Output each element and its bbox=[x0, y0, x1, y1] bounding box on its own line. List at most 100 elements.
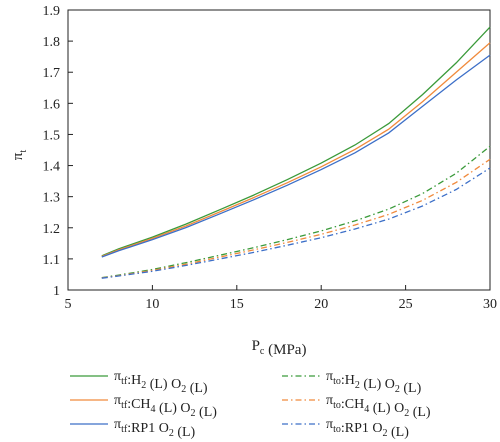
data-point-tf_rp1 bbox=[354, 152, 355, 153]
data-point-to_rp1 bbox=[489, 167, 490, 168]
legend-label-subscript: tf bbox=[121, 400, 128, 411]
data-point-to_rp1 bbox=[287, 245, 288, 246]
data-point-to_h2 bbox=[186, 262, 187, 263]
legend-label-subscript: tf bbox=[121, 376, 128, 387]
data-point-to_rp1 bbox=[321, 237, 322, 238]
legend-label: πto:H2 (L) O2 (L) bbox=[326, 369, 422, 396]
data-point-to_rp1 bbox=[422, 205, 423, 206]
data-point-to_ch4 bbox=[253, 249, 254, 250]
data-point-tf_ch4 bbox=[253, 197, 254, 198]
data-point-to_h2 bbox=[456, 173, 457, 174]
y-tick-label: 1 bbox=[53, 284, 60, 299]
data-point-tf_h2 bbox=[287, 179, 288, 180]
legend-label-text: :RP1 O bbox=[127, 421, 169, 436]
data-point-tf_ch4 bbox=[422, 101, 423, 102]
legend-label-text: :CH bbox=[341, 397, 364, 412]
data-point-tf_ch4 bbox=[219, 211, 220, 212]
legend-label-subscript: 2 bbox=[395, 384, 400, 395]
data-point-tf_h2 bbox=[388, 123, 389, 124]
data-point-tf_rp1 bbox=[219, 213, 220, 214]
legend-label-subscript: to bbox=[333, 424, 341, 435]
data-point-to_ch4 bbox=[219, 256, 220, 257]
legend-label-subscript: 2 bbox=[169, 428, 174, 439]
x-tick-label: 10 bbox=[145, 297, 159, 312]
legend-label-subscript: 2 bbox=[355, 380, 360, 391]
data-point-tf_rp1 bbox=[101, 256, 102, 257]
data-point-to_rp1 bbox=[219, 258, 220, 259]
data-point-tf_h2 bbox=[456, 62, 457, 63]
data-point-tf_ch4 bbox=[186, 225, 187, 226]
data-point-tf_rp1 bbox=[489, 55, 490, 56]
y-tick-label: 1.3 bbox=[43, 191, 61, 206]
legend-item-tf_rp1: πtf:RP1 O2 (L) bbox=[70, 417, 196, 440]
data-point-tf_h2 bbox=[152, 237, 153, 238]
legend-label: πtf:CH4 (L) O2 (L) bbox=[114, 393, 217, 420]
legend-label-text: π bbox=[114, 369, 121, 384]
legend-label-subscript: 2 bbox=[382, 428, 387, 439]
legend-label-text: (L) O bbox=[360, 377, 395, 392]
data-point-tf_rp1 bbox=[118, 250, 119, 251]
plot-series bbox=[101, 26, 491, 279]
x-tick-label: 5 bbox=[65, 297, 72, 312]
axis-labels: Pc (MPa) πt bbox=[10, 150, 306, 358]
x-axis-label-subscript: c bbox=[260, 346, 265, 357]
data-point-to_rp1 bbox=[253, 252, 254, 253]
data-point-to_h2 bbox=[287, 239, 288, 240]
legend-label-text: π bbox=[326, 369, 333, 384]
series-line-to_h2 bbox=[101, 145, 491, 279]
x-axis-label-text: P bbox=[252, 338, 260, 354]
data-point-to_rp1 bbox=[186, 265, 187, 266]
legend-label: πto:CH4 (L) O2 (L) bbox=[326, 393, 431, 420]
legend-label-text: (L) bbox=[186, 381, 208, 396]
legend-label-subscript: 4 bbox=[364, 404, 369, 415]
legend-label-text: :RP1 O bbox=[341, 421, 383, 436]
data-point-tf_h2 bbox=[321, 162, 322, 163]
legend-label-text: (L) bbox=[196, 405, 218, 420]
y-tick-label: 1.2 bbox=[43, 222, 61, 237]
data-point-to_rp1 bbox=[101, 278, 102, 279]
y-tick-label: 1.9 bbox=[43, 4, 61, 19]
legend-label-subscript: tf bbox=[121, 424, 128, 435]
data-point-tf_ch4 bbox=[456, 72, 457, 73]
plot-frame bbox=[67, 9, 491, 291]
legend-label-subscript: 2 bbox=[404, 408, 409, 419]
data-point-tf_h2 bbox=[219, 209, 220, 210]
data-point-tf_rp1 bbox=[287, 185, 288, 186]
data-point-to_ch4 bbox=[456, 182, 457, 183]
data-point-to_h2 bbox=[321, 230, 322, 231]
data-point-to_rp1 bbox=[388, 218, 389, 219]
legend-label-text: :H bbox=[341, 373, 355, 388]
series-line-tf_h2 bbox=[101, 26, 491, 257]
x-tick-label: 30 bbox=[483, 297, 497, 312]
legend-label-text: π bbox=[114, 393, 121, 408]
legend-label: πtf:RP1 O2 (L) bbox=[114, 417, 196, 440]
data-point-to_ch4 bbox=[287, 242, 288, 243]
data-point-to_ch4 bbox=[489, 159, 490, 160]
legend-label-subscript: 4 bbox=[151, 404, 156, 415]
y-axis-label-subscript: t bbox=[18, 150, 29, 153]
legend-item-to_ch4: πto:CH4 (L) O2 (L) bbox=[282, 393, 431, 420]
data-point-to_rp1 bbox=[354, 228, 355, 229]
legend: πtf:H2 (L) O2 (L)πtf:CH4 (L) O2 (L)πtf:R… bbox=[70, 369, 431, 440]
data-point-to_ch4 bbox=[422, 200, 423, 201]
y-tick-label: 1.7 bbox=[43, 66, 61, 81]
data-point-to_rp1 bbox=[152, 271, 153, 272]
data-point-to_rp1 bbox=[456, 189, 457, 190]
data-point-tf_h2 bbox=[354, 144, 355, 145]
data-point-to_ch4 bbox=[388, 214, 389, 215]
data-point-tf_ch4 bbox=[354, 149, 355, 150]
data-point-to_h2 bbox=[219, 255, 220, 256]
legend-label-subscript: 2 bbox=[191, 408, 196, 419]
data-point-tf_h2 bbox=[253, 195, 254, 196]
data-point-to_h2 bbox=[354, 220, 355, 221]
y-tick-label: 1.1 bbox=[43, 253, 61, 268]
data-point-tf_h2 bbox=[489, 27, 490, 28]
data-point-to_h2 bbox=[422, 193, 423, 194]
y-axis-label-text: π bbox=[10, 152, 26, 160]
legend-label-text: (L) O bbox=[146, 377, 181, 392]
data-point-to_rp1 bbox=[118, 275, 119, 276]
legend-label-text: :H bbox=[127, 373, 141, 388]
legend-item-tf_ch4: πtf:CH4 (L) O2 (L) bbox=[70, 393, 217, 420]
x-axis-label-text: (MPa) bbox=[264, 342, 306, 358]
